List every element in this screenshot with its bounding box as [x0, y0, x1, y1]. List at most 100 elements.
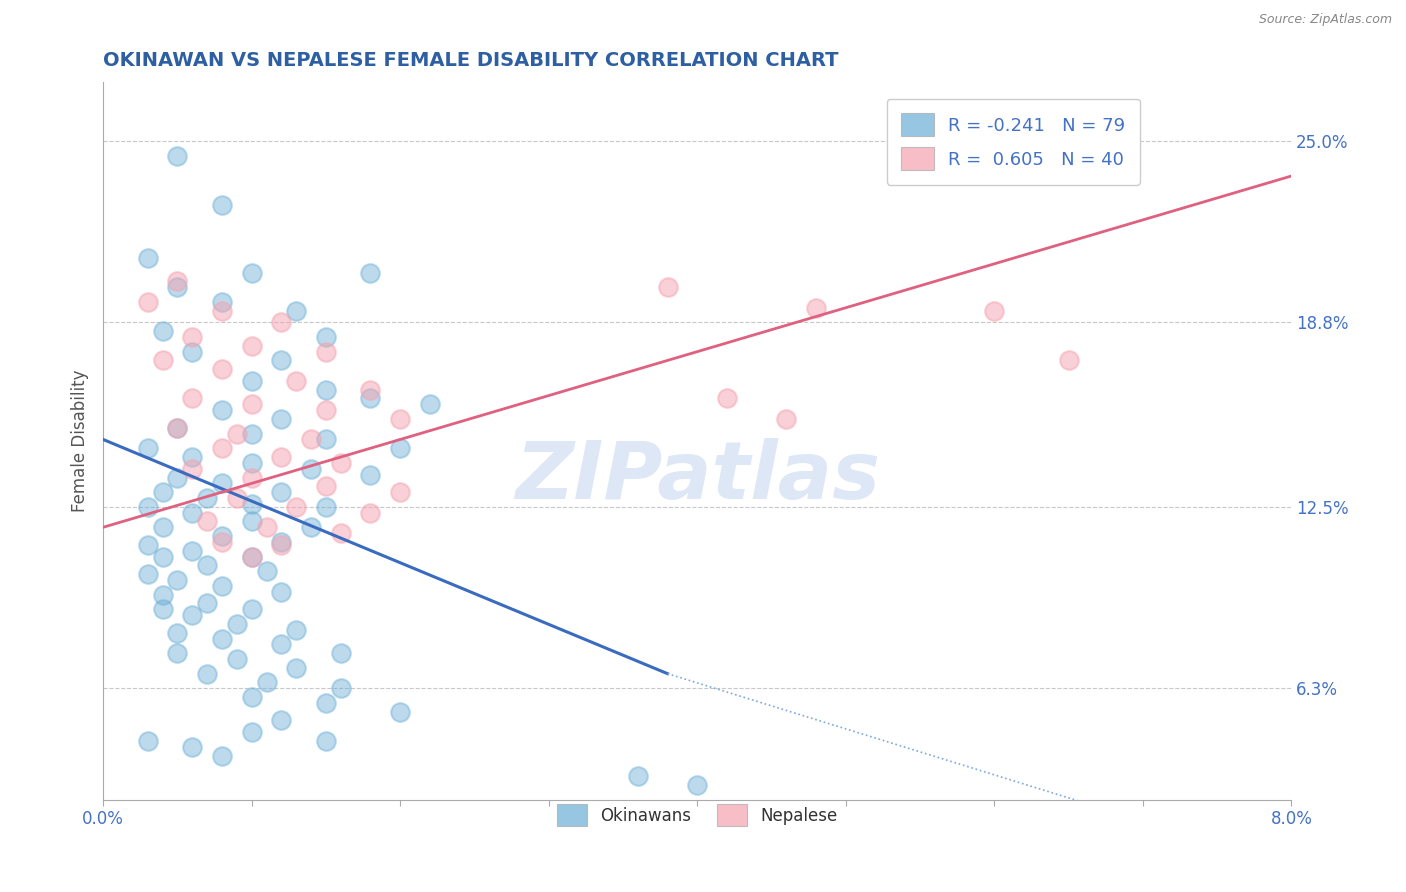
- Point: [166, 646, 188, 660]
- Point: [195, 558, 218, 573]
- Point: [225, 491, 247, 505]
- Point: [195, 596, 218, 610]
- Point: [329, 526, 352, 541]
- Point: [315, 696, 337, 710]
- Point: [389, 412, 412, 426]
- Point: [270, 315, 292, 329]
- Point: [315, 500, 337, 514]
- Point: [211, 748, 233, 763]
- Point: [211, 476, 233, 491]
- Point: [389, 442, 412, 456]
- Point: [166, 573, 188, 587]
- Point: [299, 461, 322, 475]
- Y-axis label: Female Disability: Female Disability: [72, 369, 89, 512]
- Point: [359, 383, 381, 397]
- Point: [240, 497, 263, 511]
- Point: [166, 148, 188, 162]
- Point: [240, 549, 263, 564]
- Point: [804, 301, 827, 315]
- Point: [315, 330, 337, 344]
- Point: [152, 602, 174, 616]
- Point: [181, 461, 204, 475]
- Legend: Okinawans, Nepalese: Okinawans, Nepalese: [548, 797, 845, 834]
- Point: [270, 485, 292, 500]
- Point: [225, 616, 247, 631]
- Point: [359, 506, 381, 520]
- Point: [315, 433, 337, 447]
- Point: [136, 538, 159, 552]
- Point: [166, 421, 188, 435]
- Point: [240, 602, 263, 616]
- Point: [270, 538, 292, 552]
- Point: [152, 520, 174, 534]
- Point: [270, 637, 292, 651]
- Point: [983, 303, 1005, 318]
- Text: Source: ZipAtlas.com: Source: ZipAtlas.com: [1258, 13, 1392, 27]
- Point: [285, 303, 308, 318]
- Point: [152, 588, 174, 602]
- Point: [240, 470, 263, 484]
- Point: [359, 392, 381, 406]
- Point: [166, 274, 188, 288]
- Point: [181, 450, 204, 464]
- Point: [136, 567, 159, 582]
- Point: [136, 442, 159, 456]
- Point: [270, 535, 292, 549]
- Point: [211, 403, 233, 417]
- Point: [181, 608, 204, 623]
- Point: [315, 344, 337, 359]
- Point: [285, 623, 308, 637]
- Text: ZIPatlas: ZIPatlas: [515, 438, 880, 516]
- Point: [181, 506, 204, 520]
- Point: [627, 769, 650, 783]
- Point: [240, 456, 263, 470]
- Point: [136, 251, 159, 265]
- Point: [270, 412, 292, 426]
- Point: [240, 549, 263, 564]
- Point: [299, 520, 322, 534]
- Point: [419, 397, 441, 411]
- Point: [166, 470, 188, 484]
- Point: [181, 330, 204, 344]
- Point: [166, 280, 188, 294]
- Point: [285, 500, 308, 514]
- Point: [181, 739, 204, 754]
- Point: [299, 433, 322, 447]
- Point: [211, 579, 233, 593]
- Point: [240, 374, 263, 388]
- Point: [285, 374, 308, 388]
- Point: [166, 421, 188, 435]
- Point: [240, 725, 263, 739]
- Point: [240, 397, 263, 411]
- Text: OKINAWAN VS NEPALESE FEMALE DISABILITY CORRELATION CHART: OKINAWAN VS NEPALESE FEMALE DISABILITY C…: [103, 51, 838, 70]
- Point: [240, 515, 263, 529]
- Point: [389, 705, 412, 719]
- Point: [359, 266, 381, 280]
- Point: [270, 714, 292, 728]
- Point: [716, 392, 738, 406]
- Point: [240, 690, 263, 704]
- Point: [686, 778, 709, 792]
- Point: [195, 666, 218, 681]
- Point: [329, 646, 352, 660]
- Point: [225, 652, 247, 666]
- Point: [166, 625, 188, 640]
- Point: [315, 383, 337, 397]
- Point: [256, 564, 278, 578]
- Point: [211, 535, 233, 549]
- Point: [1057, 353, 1080, 368]
- Point: [315, 403, 337, 417]
- Point: [152, 353, 174, 368]
- Point: [775, 412, 797, 426]
- Point: [270, 584, 292, 599]
- Point: [211, 442, 233, 456]
- Point: [211, 632, 233, 646]
- Point: [195, 515, 218, 529]
- Point: [315, 734, 337, 748]
- Point: [240, 426, 263, 441]
- Point: [136, 500, 159, 514]
- Point: [181, 543, 204, 558]
- Point: [389, 485, 412, 500]
- Point: [240, 339, 263, 353]
- Point: [225, 426, 247, 441]
